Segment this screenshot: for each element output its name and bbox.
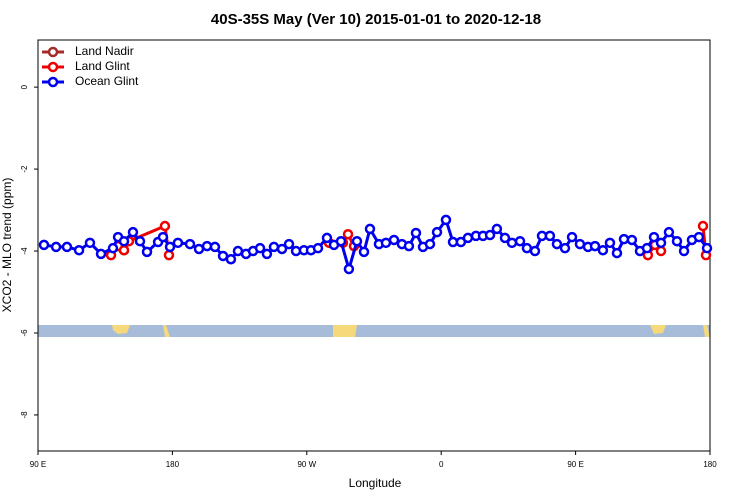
- data-point: [648, 231, 660, 243]
- data-point: [410, 227, 422, 239]
- data-point: [312, 242, 324, 254]
- data-point: [462, 232, 474, 244]
- data-point: [678, 245, 690, 257]
- data-point: [209, 241, 221, 253]
- legend-marker: [47, 76, 59, 88]
- data-point: [364, 223, 376, 235]
- data-point: [491, 223, 503, 235]
- y-tick-label: -4: [20, 247, 29, 255]
- data-point: [380, 237, 392, 249]
- legend-label: Land Glint: [75, 59, 130, 73]
- data-point: [611, 247, 623, 259]
- y-tick-label: 0: [20, 84, 29, 89]
- data-point: [343, 263, 355, 275]
- ocean-band: [38, 325, 710, 337]
- y-tick-label: -2: [20, 165, 29, 173]
- data-point: [697, 220, 709, 232]
- data-point: [141, 246, 153, 258]
- data-point: [73, 244, 85, 256]
- x-tick-label: 90 E: [30, 460, 46, 469]
- data-point: [321, 232, 333, 244]
- data-point: [276, 243, 288, 255]
- data-point: [261, 248, 273, 260]
- land: [333, 325, 357, 337]
- data-point: [84, 237, 96, 249]
- data-point: [701, 242, 713, 254]
- data-point: [358, 246, 370, 258]
- data-point: [172, 237, 184, 249]
- land: [163, 325, 170, 337]
- data-point: [163, 249, 175, 261]
- land: [650, 325, 666, 334]
- data-point: [184, 238, 196, 250]
- data-point: [164, 241, 176, 253]
- data-point: [693, 231, 705, 243]
- data-point: [521, 242, 533, 254]
- data-point: [431, 226, 443, 238]
- data-point: [403, 240, 415, 252]
- data-point: [671, 235, 683, 247]
- map-strip: [38, 325, 710, 337]
- legend-marker: [47, 46, 59, 58]
- x-tick-label: 90 E: [567, 460, 583, 469]
- data-point: [604, 237, 616, 249]
- data-point: [127, 226, 139, 238]
- x-tick-label: 180: [703, 460, 717, 469]
- data-point: [157, 231, 169, 243]
- data-point: [388, 234, 400, 246]
- data-point: [342, 228, 354, 240]
- data-point: [38, 239, 50, 251]
- data-point: [574, 238, 586, 250]
- data-point: [268, 241, 280, 253]
- data-point: [641, 242, 653, 254]
- data-point: [351, 235, 363, 247]
- x-axis-label: Longitude: [349, 476, 402, 490]
- legend-marker: [47, 61, 59, 73]
- data-point: [655, 237, 667, 249]
- data-point: [107, 242, 119, 254]
- data-point: [440, 214, 452, 226]
- data-point: [551, 238, 563, 250]
- data-point: [626, 234, 638, 246]
- data-point: [514, 235, 526, 247]
- data-point: [118, 235, 130, 247]
- data-point: [559, 242, 571, 254]
- data-point: [193, 243, 205, 255]
- chart-title: 40S-35S May (Ver 10) 2015-01-01 to 2020-…: [211, 11, 541, 28]
- data-point: [50, 241, 62, 253]
- data-point: [159, 220, 171, 232]
- data-point: [95, 248, 107, 260]
- data-point: [134, 235, 146, 247]
- data-point: [499, 232, 511, 244]
- legend-label: Land Nadir: [75, 44, 134, 58]
- data-point: [544, 230, 556, 242]
- data-point: [283, 238, 295, 250]
- data-point: [118, 244, 130, 256]
- data-point: [655, 245, 667, 257]
- y-tick-label: -8: [20, 411, 29, 419]
- data-point: [424, 238, 436, 250]
- data-point: [506, 237, 518, 249]
- data-point: [589, 240, 601, 252]
- data-point: [566, 231, 578, 243]
- x-tick-label: 180: [166, 460, 180, 469]
- data-point: [254, 242, 266, 254]
- data-point: [597, 244, 609, 256]
- x-tick-label: 0: [439, 460, 444, 469]
- data-point: [232, 245, 244, 257]
- legend-label: Ocean Glint: [75, 74, 139, 88]
- y-tick-label: -6: [20, 329, 29, 337]
- land: [112, 325, 130, 334]
- data-point: [529, 245, 541, 257]
- land: [703, 325, 710, 337]
- data-point: [335, 235, 347, 247]
- x-tick-label: 90 W: [297, 460, 316, 469]
- data-point: [225, 253, 237, 265]
- data-point: [663, 226, 675, 238]
- y-axis-label: XCO2 - MLO trend (ppm): [0, 178, 14, 313]
- data-point: [61, 241, 73, 253]
- data-point: [484, 229, 496, 241]
